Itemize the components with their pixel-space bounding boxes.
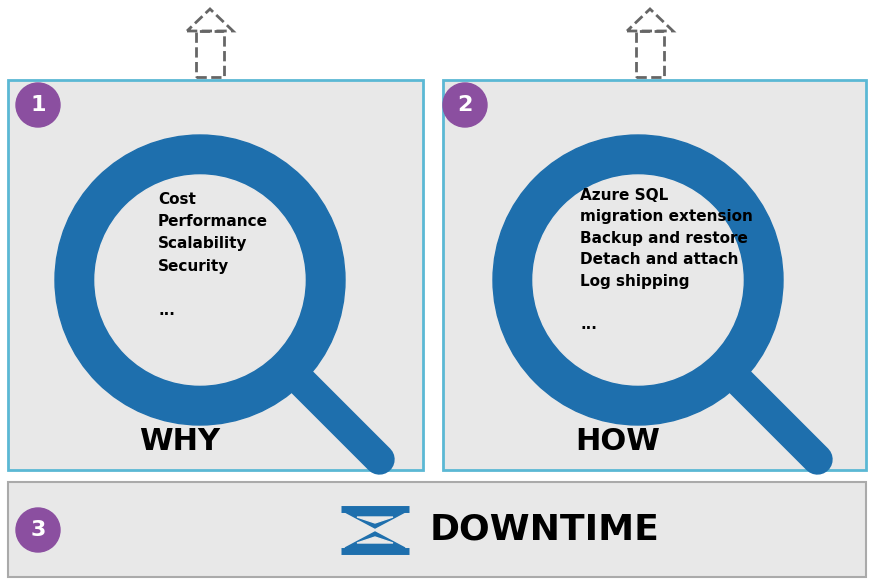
Bar	[8, 482, 866, 577]
Polygon shape	[357, 537, 393, 543]
Text: Azure SQL
migration extension
Backup and restore
Detach and attach
Log shipping
: Azure SQL migration extension Backup and…	[580, 188, 753, 332]
Circle shape	[533, 175, 743, 385]
Circle shape	[493, 135, 783, 425]
Polygon shape	[357, 517, 393, 523]
Polygon shape	[345, 512, 405, 528]
Circle shape	[55, 135, 345, 425]
Text: DOWNTIME: DOWNTIME	[430, 513, 660, 547]
Text: 1: 1	[31, 95, 45, 115]
Text: 2: 2	[457, 95, 473, 115]
Bar	[443, 80, 866, 470]
Text: 3: 3	[31, 520, 45, 540]
Circle shape	[16, 508, 60, 552]
Text: WHY: WHY	[140, 428, 220, 456]
Circle shape	[95, 175, 305, 385]
Bar	[636, 31, 664, 77]
Polygon shape	[345, 532, 405, 548]
Bar	[196, 31, 224, 77]
Circle shape	[16, 83, 60, 127]
Text: HOW: HOW	[576, 428, 661, 456]
Bar	[8, 80, 423, 470]
Text: Cost
Performance
Scalability
Security

...: Cost Performance Scalability Security ..…	[158, 192, 268, 318]
Circle shape	[443, 83, 487, 127]
